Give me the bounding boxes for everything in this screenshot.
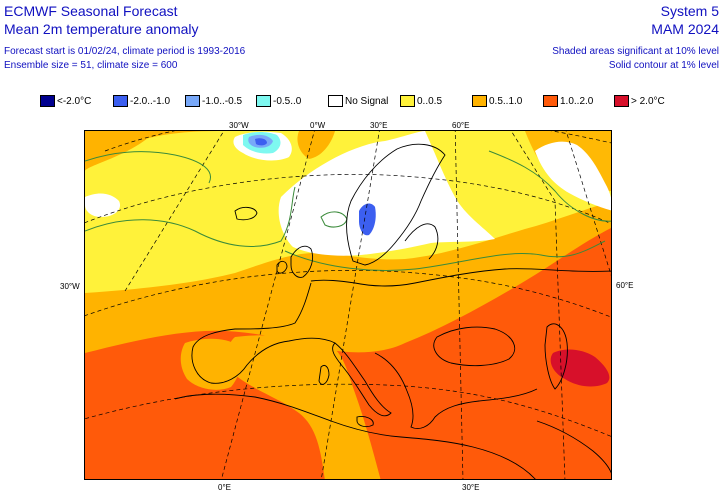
north-africa-coast	[174, 393, 536, 479]
anomaly-region-05-10-med	[227, 335, 381, 479]
contour-line	[488, 150, 611, 222]
legend-item: No Signal	[328, 94, 388, 108]
legend-label: > 2.0°C	[631, 95, 665, 107]
legend-label: -0.5..0	[273, 95, 302, 107]
legend-swatch	[543, 95, 558, 107]
britain-coast	[290, 245, 314, 278]
longitude-line	[124, 131, 225, 292]
legend-label: -2.0..-1.0	[130, 95, 171, 107]
legend-label: <-2.0°C	[57, 95, 92, 107]
contour-line	[85, 151, 211, 184]
latitude-line	[85, 174, 611, 225]
caspian-coast	[544, 323, 568, 390]
variable-title: Mean 2m temperature anomaly	[4, 21, 199, 37]
forecast-start-info: Forecast start is 01/02/24, climate peri…	[4, 46, 246, 57]
anomaly-region-10-20-south	[85, 228, 611, 479]
contour-note: Solid contour at 1% level	[608, 60, 719, 71]
map-canvas	[85, 131, 611, 479]
italy-coast	[332, 342, 392, 417]
north-europe-coast	[310, 268, 611, 287]
legend-label: 0..0.5	[417, 95, 443, 107]
legend-item: -0.5..0	[256, 94, 301, 108]
contour-line	[85, 186, 296, 247]
lon-label-top-30e: 30°E	[370, 121, 388, 130]
legend-item: 0..0.5	[400, 94, 442, 108]
legend-swatch	[614, 95, 629, 107]
anomaly-region-05-10-greenland	[297, 131, 335, 159]
legend-swatch	[113, 95, 128, 107]
temperature-anomaly-map	[84, 130, 612, 480]
anomaly-region-05-10-atlantic	[85, 131, 155, 171]
lon-label-top-0w: 0°W	[310, 121, 326, 130]
no-signal-arctic-east	[535, 141, 611, 211]
lon-label-top-30w: 30°W	[229, 121, 249, 130]
iberia-france-coast	[191, 282, 336, 384]
lon-label-bottom-30e: 30°E	[462, 483, 480, 492]
no-signal-atlantic-patch	[85, 193, 121, 217]
significance-note: Shaded areas significant at 10% level	[552, 46, 719, 57]
legend-label: 1.0..2.0	[560, 95, 594, 107]
legend-item: > 2.0°C	[614, 94, 665, 108]
legend-swatch	[472, 95, 487, 107]
ireland-coast	[276, 260, 288, 274]
balkans-coast	[374, 352, 538, 429]
system-label: System 5	[660, 3, 719, 19]
legend-label: 0.5..1.0	[489, 95, 523, 107]
anomaly-region-minus20-minus10-greenland	[255, 138, 267, 146]
graticule	[85, 131, 611, 479]
anomaly-region-above-20	[550, 349, 610, 387]
contour-line	[284, 240, 606, 271]
iceland-coast	[234, 206, 258, 221]
no-signal-scandinavia	[278, 131, 495, 256]
legend-item: 1.0..2.0	[543, 94, 593, 108]
legend-swatch	[256, 95, 271, 107]
sardinia-coast	[318, 364, 330, 385]
legend-swatch	[40, 95, 55, 107]
anomaly-region-05-10-iberia	[180, 338, 242, 390]
ensemble-info: Ensemble size = 51, climate size = 600	[4, 60, 178, 71]
lon-label-top-60e: 60°E	[452, 121, 470, 130]
lon-label-left-30w: 30°W	[60, 282, 80, 291]
legend-item: <-2.0°C	[40, 94, 91, 108]
season-label: MAM 2024	[651, 21, 719, 37]
forecast-title: ECMWF Seasonal Forecast	[4, 3, 178, 19]
scandinavia-coast	[346, 143, 446, 266]
legend-label: No Signal	[345, 95, 389, 107]
legend-item: -1.0..-0.5	[185, 94, 242, 108]
coastlines	[174, 143, 611, 479]
middle-east-coast	[536, 420, 611, 474]
longitude-line	[510, 131, 566, 479]
latitude-line	[85, 383, 611, 437]
baltic-coast	[404, 223, 439, 260]
legend-swatch	[185, 95, 200, 107]
longitude-line	[221, 131, 315, 479]
legend-label: -1.0..-0.5	[202, 95, 243, 107]
legend-item: 0.5..1.0	[472, 94, 522, 108]
legend-swatch	[328, 95, 343, 107]
lon-label-right-60e: 60°E	[616, 281, 634, 290]
latitude-line	[85, 270, 611, 318]
legend-swatch	[400, 95, 415, 107]
lon-label-bottom-0e: 0°E	[218, 483, 231, 492]
latitude-line	[104, 131, 611, 152]
sicily-coast	[356, 416, 374, 428]
black-sea-coast	[433, 326, 516, 367]
legend-item: -2.0..-1.0	[113, 94, 170, 108]
